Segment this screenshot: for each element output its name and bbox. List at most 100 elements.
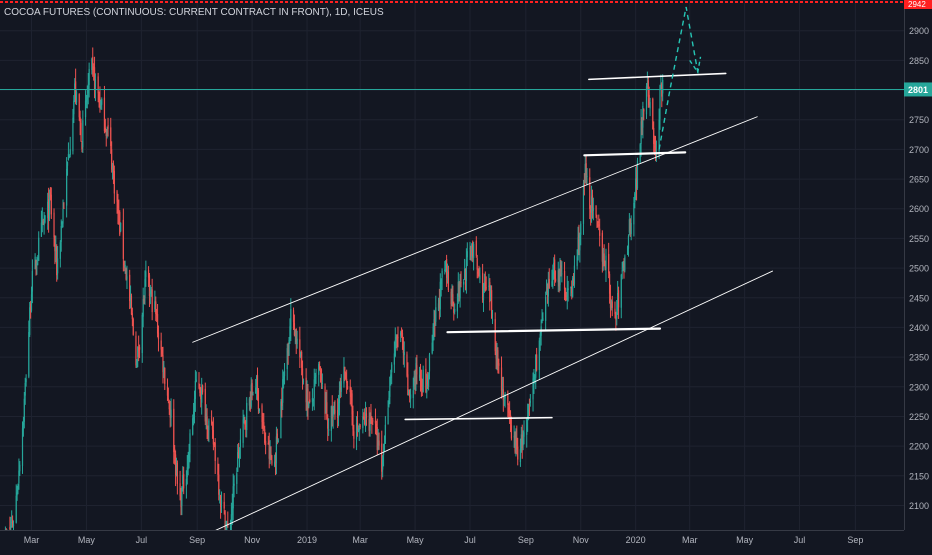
candle-body [573,265,576,285]
candle-body [508,407,510,413]
candle-body [160,340,162,350]
candle-body [393,353,395,365]
candle-body [17,484,19,490]
candle-body [206,416,208,430]
candle-body [300,352,302,355]
candle-body [652,98,654,130]
candle-body [318,364,320,375]
candle-body [419,371,422,381]
candle-body [53,212,55,238]
candle-body [12,524,15,527]
candle-body [29,307,31,335]
resistance-line-2820 [588,72,727,81]
candle-body [387,408,389,425]
candle-body [11,522,13,524]
candle-body [179,483,181,497]
candle-body [514,435,516,452]
time-axis[interactable]: Mar May Jul Sep Nov 2019 Mar May Jul Sep Nov 2020 Ma… [0,530,932,550]
candle-body [472,242,474,256]
candle-body [634,193,636,203]
y-tick-label: 2250 [909,412,929,422]
candle-body [107,124,109,129]
candle-body [617,293,619,312]
candle-body [21,428,24,466]
candle-body [375,423,377,429]
candle-body [484,281,486,291]
candle-body [79,116,81,123]
candle-body [238,447,241,456]
candle-body [426,377,428,393]
candle-body [370,409,372,419]
candle-body [445,258,448,278]
candle-body [636,160,639,188]
channel-lower-line [192,270,773,542]
candle-body [116,191,118,202]
candle-body [98,94,100,100]
x-tick-label: Mar [24,535,40,545]
breakout-line-2690 [583,151,687,157]
candle-body [187,455,189,470]
candle-body [503,397,505,399]
candle-body [624,256,626,271]
candle-body [654,147,657,150]
candle-body [647,80,649,97]
top-marker-badge [904,0,932,9]
candle-body [579,234,581,251]
candle-body [290,309,292,330]
candle-body [97,76,99,94]
current-price-badge [904,82,932,97]
candle-body [363,416,365,419]
candle-body [229,524,232,526]
candle-body [584,163,586,184]
candle-body [257,390,260,410]
candle-body [615,315,617,320]
candle-body [343,366,345,384]
price-axis[interactable]: 2050210021502200225023002350240024502500… [904,0,932,550]
candle-body [327,417,329,429]
candle-body [212,430,214,445]
candle-body [44,215,46,223]
candle-body [60,226,62,242]
candle-body [100,101,102,106]
candle-body [491,319,494,321]
candle-body [48,194,51,218]
candle-body [223,501,225,509]
candle-body [510,425,513,439]
candle-body [374,420,377,424]
candle-body [376,427,378,450]
candle-body [207,430,209,432]
candle-body [427,375,429,385]
candle-body [255,387,257,394]
candle-body [488,285,490,287]
x-tick-label: Mar [682,535,698,545]
candle-body [566,288,568,300]
candle-body [384,424,386,444]
candle-body [78,94,80,118]
y-tick-label: 2450 [909,293,929,303]
candle-body [135,335,137,366]
candle-body [112,163,115,173]
support-line-2395 [446,327,662,334]
candle-body [364,418,366,425]
candle-body [466,251,468,258]
candle-body [122,219,124,259]
candle-body [277,439,279,443]
candle-body [428,354,431,372]
candle-body [252,394,254,396]
candle-body [608,253,610,274]
candle-body [365,413,368,419]
candle-body [87,84,89,94]
candle-body [75,91,78,103]
candle-body [287,351,289,353]
candle-body [346,378,348,384]
candle-body [161,349,163,354]
candle-body [337,410,339,418]
candle-body [142,298,144,317]
candle-body [545,296,547,321]
candle-body [185,478,187,486]
candle-body [163,365,165,373]
y-tick-label: 2750 [909,115,929,125]
candle-body [604,267,606,269]
